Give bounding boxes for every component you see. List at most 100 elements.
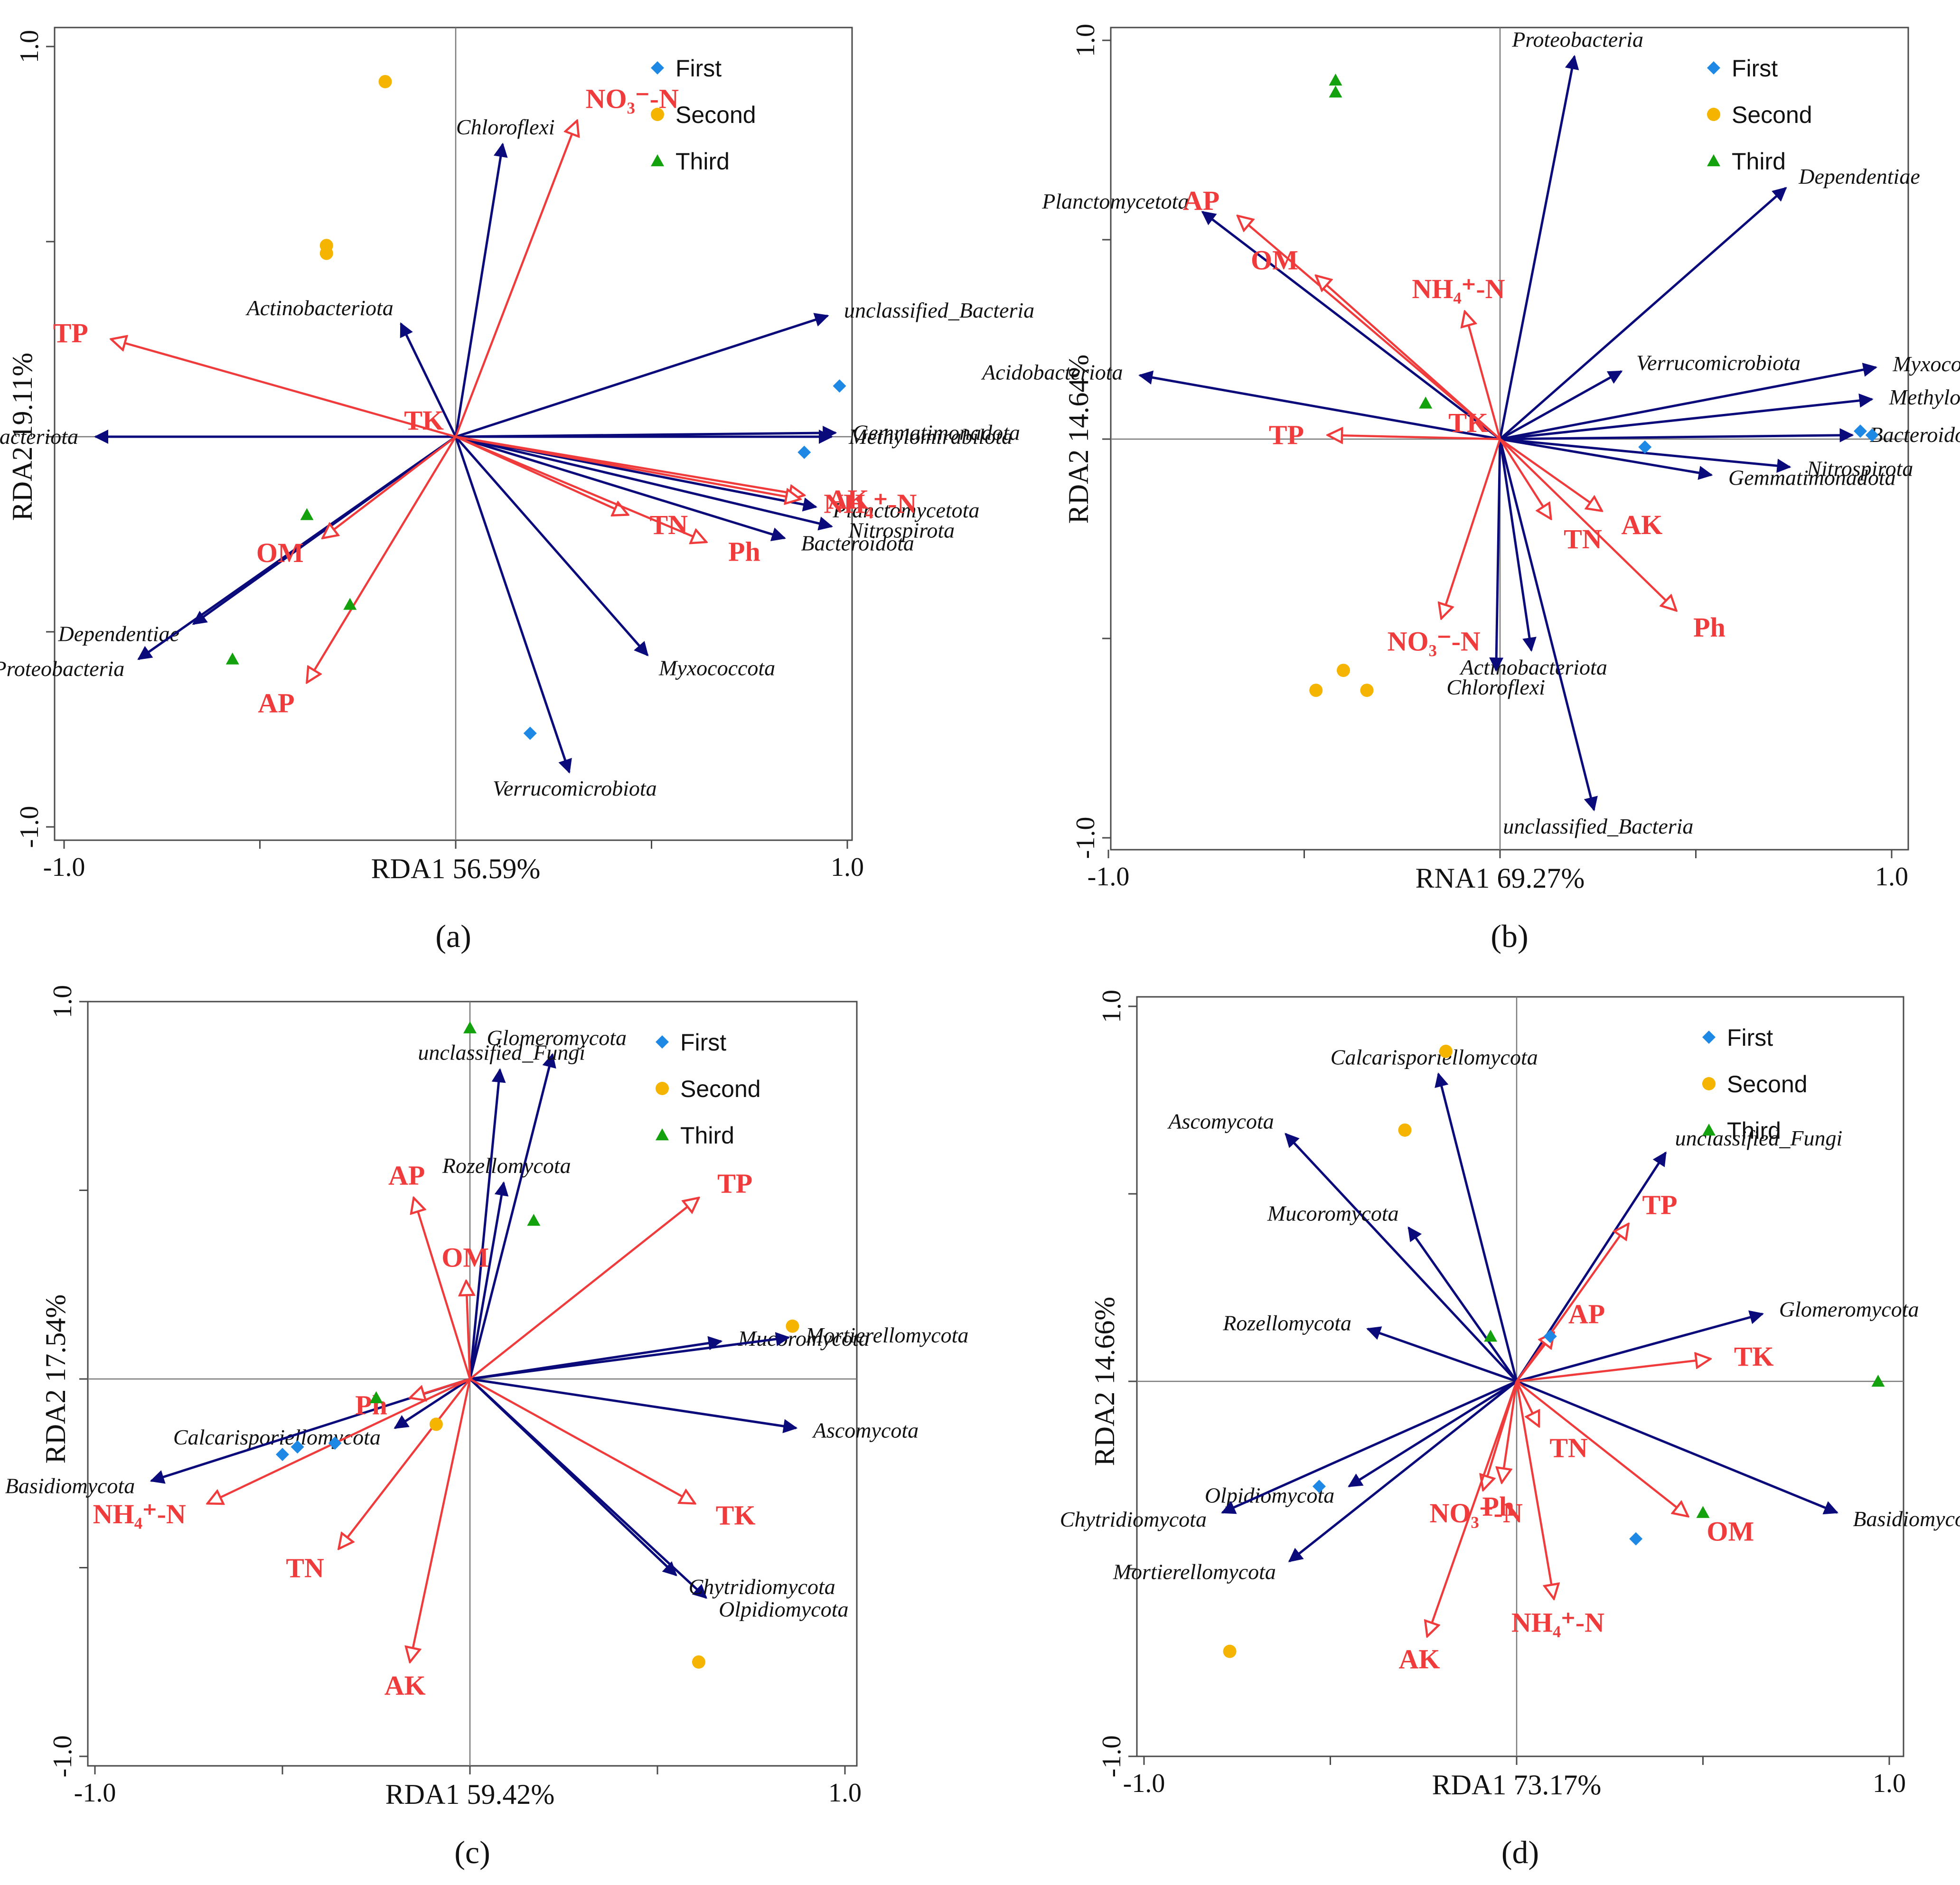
sample-second-3 [1360, 684, 1374, 697]
species-label-basidiomycota: Basidiomycota [1853, 1507, 1960, 1531]
env-label-om: OM [1707, 1516, 1754, 1547]
species-arrow-chytridiomycota [469, 1378, 677, 1576]
species-arrow-glomeromycota [1516, 1310, 1764, 1383]
env-arrow-om [466, 1281, 470, 1379]
sample-first-1 [833, 379, 846, 393]
species-arrow-mortierellomycota [1288, 1380, 1518, 1563]
species-label-acidobacteriota: Acidobacteriota [0, 424, 78, 449]
legend-label-second: Second [1732, 102, 1812, 128]
x-tick-label-min: -1.0 [1088, 862, 1130, 891]
species-arrow-chloroflexi [454, 142, 508, 437]
env-arrow-ap [1238, 216, 1501, 440]
sample-third-3 [369, 1391, 383, 1403]
sample-third-3 [1696, 1506, 1710, 1518]
env-arrow-no3-minus-n [1441, 439, 1501, 619]
sample-first-3 [1638, 440, 1652, 454]
sample-second-2 [1337, 664, 1350, 677]
env-label-tp: TP [717, 1168, 752, 1199]
y-axis-label: RDA2 14.66% [1089, 1297, 1120, 1466]
y-tick-label-min: -1.0 [48, 1735, 77, 1778]
species-arrow-bacteroidota [455, 435, 786, 542]
species-arrow-verrucomicrobiota [1499, 370, 1623, 441]
env-arrow-tp [111, 339, 456, 438]
legend-marker-first [656, 1035, 669, 1049]
y-tick-label-max: 1.0 [48, 985, 77, 1018]
y-axis-label: RDA2 19.11% [7, 353, 38, 521]
species-arrow-chloroflexi [1489, 439, 1504, 672]
species-label-bacteroidota: Bacteroidota [801, 531, 914, 555]
species-label-bacteroidota: Bacteroidota [1869, 422, 1960, 447]
env-label-no3-minus-n: NO₃⁻-N [1430, 1498, 1523, 1529]
y-tick-label-max: 1.0 [1097, 990, 1126, 1023]
species-arrow-mortierellomycota [469, 1332, 790, 1380]
env-arrow-nh4-plus-n [1515, 1381, 1554, 1599]
env-label-om: OM [1251, 244, 1298, 275]
species-label-unclassified-fungi: unclassified_Fungi [418, 1040, 585, 1064]
legend-marker-second [656, 1082, 669, 1095]
species-label-nitrospirota: Nitrospirota [1806, 456, 1913, 480]
species-label-unclassified-bacteria: unclassified_Bacteria [844, 298, 1034, 322]
x-tick-label-max: 1.0 [1875, 862, 1908, 891]
env-label-om: OM [256, 537, 304, 568]
env-arrow-no3-minus-n [454, 121, 577, 437]
sample-third-1 [463, 1021, 477, 1033]
species-label-calcarisporiellomycota: Calcarisporiellomycota [1331, 1045, 1538, 1069]
y-axis-label: RDA2 14.64% [1063, 355, 1094, 524]
panel-d: -1.0 1.0 1.0 -1.0 RDA1 73.17% RDA2 14.66% (d) C… [1060, 990, 1960, 1870]
sample-first-1 [1312, 1480, 1326, 1493]
env-label-ap: AP [1568, 1299, 1605, 1330]
env-arrow-ak [1499, 438, 1602, 511]
env-arrow-ap [307, 436, 457, 683]
panel-label: (a) [435, 918, 471, 954]
legend-label-third: Third [675, 148, 730, 175]
species-label-proteobacteria: Proteobacteria [1511, 27, 1643, 51]
env-label-ak: AK [1621, 509, 1662, 540]
legend: First Second Third [656, 1029, 761, 1149]
species-label-glomeromycota: Glomeromycota [487, 1025, 627, 1050]
sample-third-1 [1484, 1330, 1498, 1342]
species-arrow-methylomirabilota [1500, 393, 1874, 441]
legend-marker-second [651, 108, 664, 121]
species-label-myxococcota: Myxococcota [1892, 352, 1960, 376]
species-arrow-proteobacteria [1499, 55, 1579, 440]
panel-a: -1.0 1.0 1.0 -1.0 RDA1 56.59% RDA2 19.11% (a) C… [0, 27, 1034, 954]
species-label-acidobacteriota: Acidobacteriota [981, 360, 1123, 384]
env-label-tn: TN [1564, 524, 1602, 554]
species-arrow-myxococcota [455, 436, 649, 656]
species-label-mucoromycota: Mucoromycota [738, 1326, 870, 1350]
env-arrow-ph [1499, 438, 1676, 610]
species-label-unclassified-fungi: unclassified_Fungi [1675, 1126, 1843, 1150]
env-label-ph: Ph [355, 1390, 387, 1421]
species-arrow-unclassified-fungi [469, 1068, 506, 1379]
panel-label: (c) [454, 1834, 490, 1870]
x-tick-label-min: -1.0 [1123, 1769, 1165, 1798]
species-label-chytridiomycota: Chytridiomycota [1060, 1507, 1207, 1531]
env-arrow-tn [1515, 1380, 1539, 1426]
species-arrow-nitrospirota [455, 435, 833, 531]
env-arrow-tp [1328, 435, 1500, 439]
x-axis-label: RDA1 73.17% [1432, 1769, 1602, 1801]
x-tick-label-max: 1.0 [1873, 1769, 1906, 1798]
species-arrow-verrucomicrobiota [454, 436, 572, 774]
x-tick-label-min: -1.0 [43, 853, 85, 882]
species-arrow-ascomycota [469, 1378, 798, 1434]
species-arrow-dependentiae [1499, 187, 1787, 440]
species-arrow-unclassified-bacteria [455, 313, 829, 438]
legend-label-third: Third [680, 1122, 734, 1149]
species-arrow-bacteroidota [1500, 428, 1854, 442]
env-arrow-om [323, 436, 457, 538]
species-arrow-basidiomycota [1516, 1380, 1838, 1515]
y-tick-label-min: -1.0 [1097, 1735, 1126, 1778]
sample-first-1 [276, 1448, 289, 1461]
species-arrow-glomeromycota [469, 1053, 556, 1379]
species-label-actinobacteriota: Actinobacteriota [1459, 655, 1607, 679]
env-label-tk: TK [1734, 1341, 1774, 1372]
species-arrow-acidobacteriota [1138, 370, 1500, 441]
sample-first-1 [1854, 424, 1867, 438]
species-label-verrucomicrobiota: Verrucomicrobiota [1636, 351, 1801, 375]
sample-second-3 [319, 246, 333, 260]
species-label-chloroflexi: Chloroflexi [456, 115, 555, 139]
species-arrow-unclassified-bacteria [1499, 439, 1598, 812]
species-label-myxococcota: Myxococcota [658, 656, 775, 680]
